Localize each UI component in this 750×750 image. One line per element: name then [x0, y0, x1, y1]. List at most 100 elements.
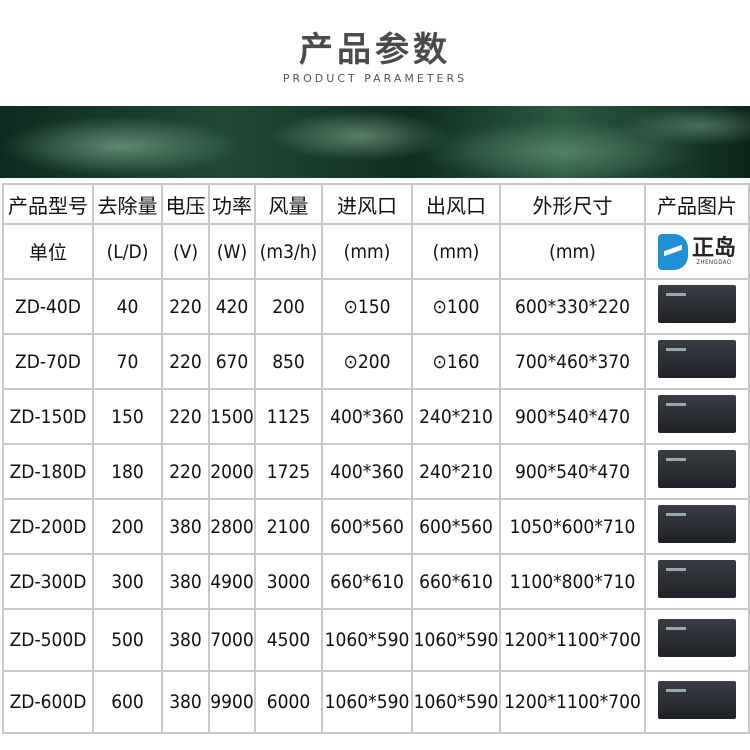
model-cell: ZD-200D [2, 498, 94, 555]
product-image [644, 443, 750, 500]
dehumidifier-unit-image [658, 505, 736, 543]
product-image [644, 278, 750, 335]
unit-cell: (L/D) [92, 223, 163, 280]
brand-logo: 正岛 ZHENGDAO [644, 223, 750, 280]
table-cell: 1125 [254, 388, 323, 445]
table-cell: 3000 [254, 553, 323, 610]
table-cell: 600*560 [411, 498, 501, 555]
table-cell: 600 [92, 670, 163, 734]
product-image [644, 388, 750, 445]
table-cell: 660*610 [411, 553, 501, 610]
header-cell: 外形尺寸 [499, 183, 646, 225]
banner-image [0, 106, 750, 178]
table-cell: 1060*590 [321, 608, 413, 672]
table-cell: 380 [161, 608, 210, 672]
table-cell: 380 [161, 498, 210, 555]
product-image [644, 553, 750, 610]
table-cell: 900*540*470 [499, 443, 646, 500]
table-cell: 1060*590 [411, 670, 501, 734]
table-row: ZD-150D 150 220 1500 1125 400*360 240*210 900*5… [2, 388, 750, 445]
table-cell: 4900 [208, 553, 256, 610]
table-cell: 700*460*370 [499, 333, 646, 390]
header-row: 产品型号 去除量 电压 功率 风量 进风口 出风口 外形尺寸 产品图片 [2, 183, 750, 225]
table-row: ZD-300D 300 380 4900 3000 660*610 660*610 1100*… [2, 553, 750, 610]
page-title: 产品参数 [299, 30, 451, 70]
table-cell: 670 [208, 333, 256, 390]
table-row: ZD-40D 40 220 420 200 ⊙150 ⊙100 600*330*220 [2, 278, 750, 335]
table-cell: 200 [254, 278, 323, 335]
unit-cell: (mm) [321, 223, 413, 280]
table-cell: 660*610 [321, 553, 413, 610]
table-cell: 1060*590 [321, 670, 413, 734]
table-cell: 380 [161, 670, 210, 734]
product-image [644, 670, 750, 734]
dehumidifier-unit-image [658, 340, 736, 378]
table-cell: 6000 [254, 670, 323, 734]
table-cell: 1100*800*710 [499, 553, 646, 610]
table-cell: 220 [161, 443, 210, 500]
logo-text-en: ZHENGDAO [696, 258, 732, 266]
table-cell: 400*360 [321, 443, 413, 500]
header-cell: 出风口 [411, 183, 501, 225]
table-cell: ⊙200 [321, 333, 413, 390]
unit-cell: (W) [208, 223, 256, 280]
unit-cell: (m3/h) [254, 223, 323, 280]
model-cell: ZD-150D [2, 388, 94, 445]
table-cell: 600*330*220 [499, 278, 646, 335]
table-cell: 40 [92, 278, 163, 335]
table-cell: 4500 [254, 608, 323, 672]
unit-cell: (V) [161, 223, 210, 280]
unit-cell: 单位 [2, 223, 94, 280]
table-cell: 2000 [208, 443, 256, 500]
table-cell: 2800 [208, 498, 256, 555]
model-cell: ZD-40D [2, 278, 94, 335]
product-image [644, 333, 750, 390]
table-row: ZD-180D 180 220 2000 1725 400*360 240*210 900*5… [2, 443, 750, 500]
table-cell: 300 [92, 553, 163, 610]
table-cell: 220 [161, 388, 210, 445]
header-cell: 产品图片 [644, 183, 750, 225]
table-cell: 2100 [254, 498, 323, 555]
dehumidifier-unit-image [658, 395, 736, 433]
model-cell: ZD-300D [2, 553, 94, 610]
table-cell: 220 [161, 278, 210, 335]
header-cell: 进风口 [321, 183, 413, 225]
unit-cell: (mm) [411, 223, 501, 280]
logo-mark-icon [657, 233, 688, 270]
table-row: ZD-200D 200 380 2800 2100 600*560 600*560 1050*… [2, 498, 750, 555]
header-cell: 产品型号 [2, 183, 94, 225]
unit-row: 单位 (L/D) (V) (W) (m3/h) (mm) (mm) (mm) 正… [2, 223, 750, 280]
table-cell: 850 [254, 333, 323, 390]
table-row: ZD-500D 500 380 7000 4500 1060*590 1060*590 120… [2, 608, 750, 672]
table-cell: 220 [161, 333, 210, 390]
header-cell: 功率 [208, 183, 256, 225]
table-cell: 9900 [208, 670, 256, 734]
table-cell: ⊙150 [321, 278, 413, 335]
unit-cell: (mm) [499, 223, 646, 280]
table-cell: 200 [92, 498, 163, 555]
table-cell: 1060*590 [411, 608, 501, 672]
table-cell: 420 [208, 278, 256, 335]
table-row: ZD-600D 600 380 9900 6000 1060*590 1060*590 120… [2, 670, 750, 734]
table-cell: 150 [92, 388, 163, 445]
model-cell: ZD-180D [2, 443, 94, 500]
model-cell: ZD-70D [2, 333, 94, 390]
table-cell: 240*210 [411, 443, 501, 500]
product-image [644, 608, 750, 672]
header-cell: 电压 [161, 183, 210, 225]
table-cell: 900*540*470 [499, 388, 646, 445]
dehumidifier-unit-image [658, 560, 736, 598]
product-image [644, 498, 750, 555]
table-cell: 1050*600*710 [499, 498, 646, 555]
table-cell: 1200*1100*700 [499, 608, 646, 672]
dehumidifier-unit-image [658, 680, 736, 719]
model-cell: ZD-600D [2, 670, 94, 734]
table-cell: 380 [161, 553, 210, 610]
header-cell: 去除量 [92, 183, 163, 225]
table-cell: 600*560 [321, 498, 413, 555]
dehumidifier-unit-image [658, 618, 736, 657]
dehumidifier-unit-image [658, 285, 736, 323]
page-subtitle: PRODUCT PARAMETERS [282, 72, 468, 85]
dehumidifier-unit-image [658, 450, 736, 488]
table-cell: 400*360 [321, 388, 413, 445]
